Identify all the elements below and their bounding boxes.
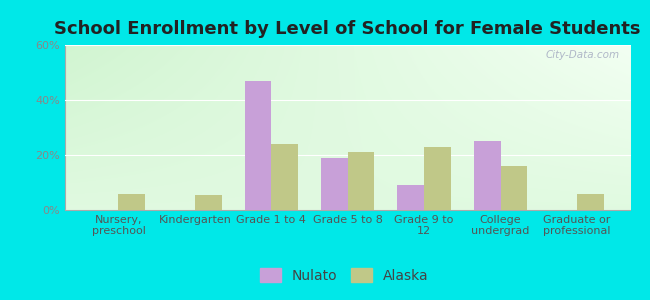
Bar [348, 152, 374, 210]
Title: School Enrollment by Level of School for Female Students: School Enrollment by Level of School for… [55, 20, 641, 38]
Bar [577, 194, 604, 210]
Text: City-Data.com: City-Data.com [545, 50, 619, 60]
Bar [195, 195, 222, 210]
Bar [500, 166, 527, 210]
Bar [474, 141, 500, 210]
Bar [424, 147, 451, 210]
Bar [271, 144, 298, 210]
Bar [397, 185, 424, 210]
Bar [118, 194, 145, 210]
Legend: Nulato, Alaska: Nulato, Alaska [256, 264, 433, 287]
Bar [244, 81, 271, 210]
Bar [321, 158, 348, 210]
